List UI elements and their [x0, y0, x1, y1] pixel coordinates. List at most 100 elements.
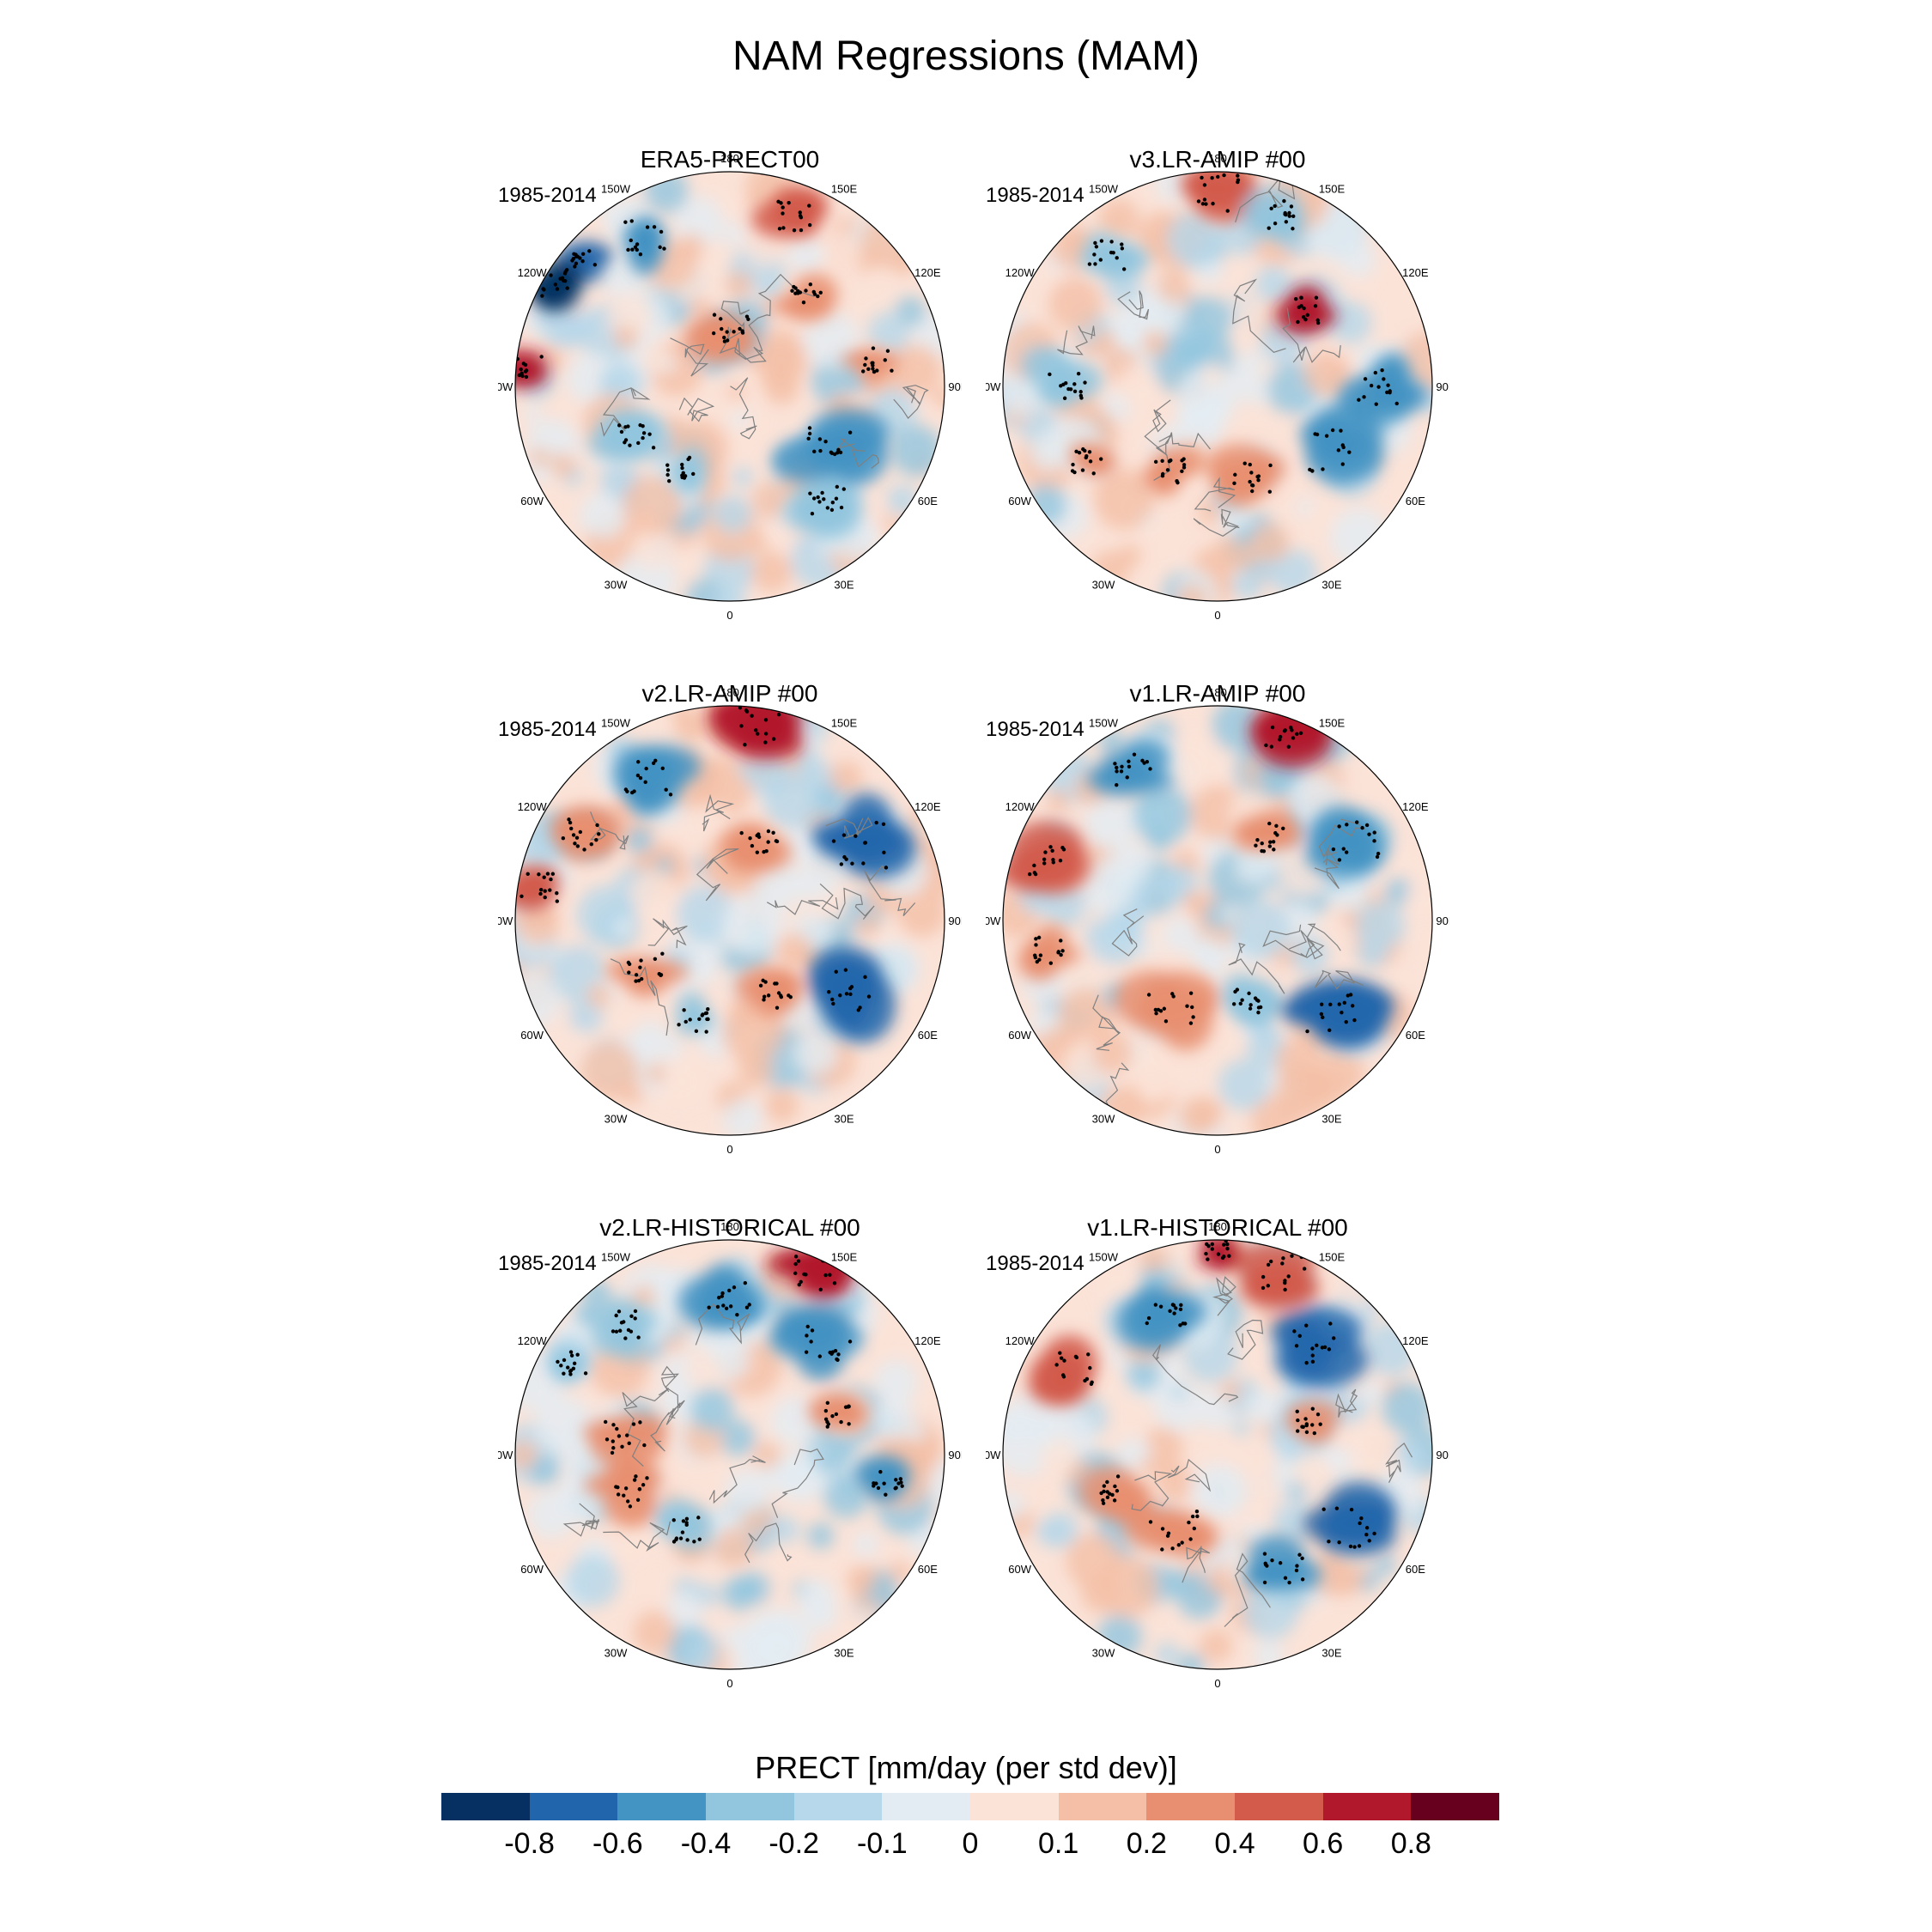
coastline-segment: [719, 328, 767, 363]
field-patch: [746, 231, 782, 267]
stipple-dot: [1269, 206, 1273, 210]
polar-map: 180 150E 120E 90E 60E 30E 0 30W 60W 90W 120W 150W: [498, 686, 962, 1156]
map-panel: v2.LR-AMIP #00 1985-2014 180 150E 120E 90E 6…: [498, 680, 962, 1161]
stipple-dot: [1054, 1363, 1059, 1367]
stipple-dot: [793, 286, 798, 290]
stipple-dot: [700, 1013, 704, 1018]
stipple-dot: [635, 242, 640, 246]
colorbar: [441, 1793, 1500, 1820]
stipple-dot: [1190, 1514, 1195, 1519]
longitude-label: 60W: [520, 495, 544, 507]
stipple-dot: [874, 1481, 878, 1485]
stipple-dot: [1210, 175, 1214, 180]
stipple-dot: [727, 1288, 732, 1293]
stipple-dot: [1372, 830, 1376, 835]
stipple-dot: [645, 1476, 649, 1480]
stipple-dot: [594, 837, 598, 842]
field-patch: [787, 237, 824, 275]
anomaly-blob: [612, 1319, 647, 1359]
stipple-dot: [1250, 489, 1255, 494]
stipple-dot: [597, 832, 601, 836]
stipple-dot: [1303, 1417, 1308, 1421]
stipple-dot: [1121, 267, 1127, 271]
stipple-dot: [571, 833, 576, 837]
field-patch: [719, 1419, 756, 1457]
stipple-dot: [1187, 1520, 1191, 1525]
stipple-dot: [623, 1486, 629, 1491]
longitude-label: 30W: [1092, 1112, 1115, 1125]
field-patch: [1335, 879, 1369, 913]
colorbar-swatch: [1322, 1793, 1412, 1820]
field-patch: [586, 983, 611, 1008]
coastline-segment: [1144, 399, 1171, 481]
polar-map: 180 150E 120E 90E 60E 30E 0 30W 60W 90W 120W 150W: [986, 686, 1449, 1156]
coastlines: [590, 793, 916, 1036]
stipple-dot: [580, 252, 586, 256]
stipple-dot: [805, 1334, 809, 1338]
stipple-dot: [826, 1422, 831, 1426]
stipple-dot: [1058, 859, 1063, 863]
stipple-dot: [1295, 1409, 1299, 1414]
coastline-segment: [660, 1365, 679, 1425]
colorbar-tick-label: -0.4: [680, 1827, 732, 1860]
panel-title: ERA5-PRECT00: [640, 146, 820, 173]
stipple-dot: [1380, 368, 1384, 373]
panel-period: 1985-2014: [498, 1252, 597, 1275]
stipple-dot: [762, 994, 767, 999]
coastlines: [1131, 1276, 1413, 1627]
stipple-dot: [571, 256, 576, 261]
colorbar-tick-label: -0.6: [592, 1827, 643, 1860]
longitude-label: 120E: [1402, 266, 1429, 279]
stipple-dot: [849, 985, 854, 989]
stipple-dot: [1327, 1347, 1332, 1352]
field-patch: [873, 1359, 918, 1405]
polar-map: 180 150E 120E 90E 60E 30E 0 30W 60W 90W 120W 150W: [498, 152, 962, 622]
stipple-dot: [1268, 463, 1273, 468]
stipple-dot: [1337, 1540, 1341, 1545]
stipple-dot: [1289, 726, 1293, 730]
map-field: [515, 706, 945, 1135]
map-boundary: [1002, 1239, 1433, 1670]
stipple-dot: [1077, 450, 1082, 455]
field-patch: [772, 1516, 799, 1544]
longitude-label: 120E: [1402, 800, 1429, 813]
stipple-dot: [1048, 961, 1054, 965]
stipple-dot: [776, 712, 781, 717]
stipple-dot: [521, 361, 526, 366]
stipple-dot: [823, 1408, 829, 1413]
stipple-dot: [1170, 992, 1175, 996]
coastline-segment: [1151, 1344, 1239, 1406]
field-patch: [851, 392, 869, 410]
stipple-dot: [850, 861, 854, 866]
stipple-dot: [854, 834, 858, 838]
stipple-dot: [1357, 398, 1361, 402]
longitude-label: 90E: [948, 380, 962, 393]
stipple-dot: [1315, 1412, 1321, 1417]
stipple-dot: [1291, 227, 1295, 231]
coastline-segment: [819, 883, 875, 920]
stipple-dot: [717, 1295, 721, 1300]
stipple-dot: [834, 496, 839, 501]
stipple-dot: [811, 496, 817, 501]
stipple-dot: [748, 836, 752, 841]
stipple-dot: [1299, 304, 1303, 308]
coastline-segment: [825, 816, 873, 839]
field-patch: [1155, 1642, 1180, 1668]
stipple-dot: [825, 1400, 830, 1406]
field-patch: [890, 425, 943, 477]
coastline-segment: [1092, 994, 1121, 1051]
stipple-dot: [631, 1422, 636, 1426]
longitude-label: 60W: [1008, 1563, 1031, 1576]
stipple-dot: [797, 1283, 801, 1287]
field-patch: [1158, 1240, 1217, 1281]
stipple-dot: [1148, 1520, 1153, 1524]
colorbar-tick-label: 0.4: [1214, 1827, 1255, 1860]
stipple-dot: [796, 1259, 801, 1263]
stipple-dot: [1305, 313, 1309, 318]
stipple-dot: [642, 1443, 647, 1448]
stipple-dot: [1101, 1498, 1105, 1503]
stipple-dot: [771, 737, 776, 741]
stipple-dot: [681, 1519, 686, 1523]
stipple-dot: [1172, 1311, 1176, 1315]
anomaly-blob: [1036, 368, 1083, 408]
